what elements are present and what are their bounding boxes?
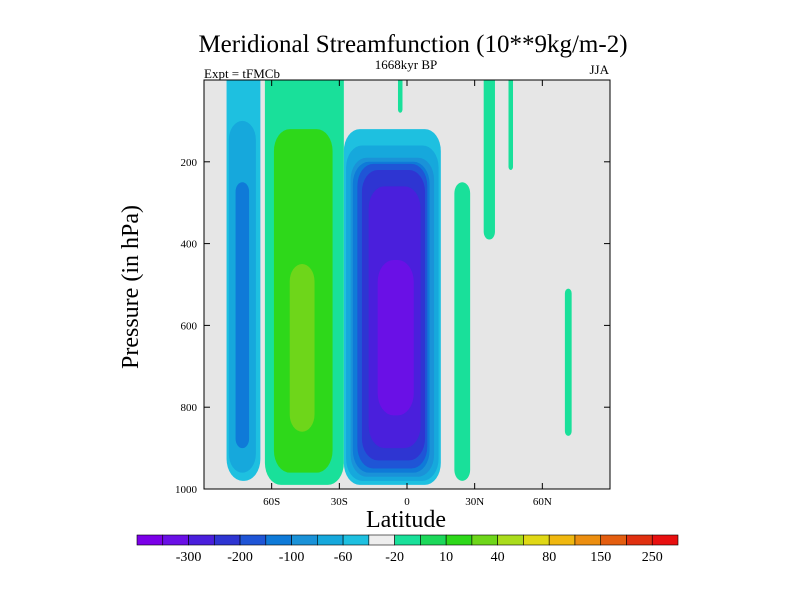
colorbar-label: 10 [439,550,453,565]
colorbar-label: -60 [334,550,353,565]
colorbar-label: -20 [385,550,404,565]
colorbar-bin [497,534,524,546]
colorbar-bin [265,534,292,546]
x-axis: 60S 30S 0 30N 60N [263,80,552,508]
y-tick-label: 200 [181,157,198,169]
colorbar-label: 150 [590,550,611,565]
colorbar-bin [420,534,447,546]
colorbar-bin [239,534,267,546]
colorbar-bin [626,534,653,546]
colorbar-bin [368,534,395,546]
x-tick-label: 60S [263,496,280,508]
southern-polar-cell-center [235,182,250,449]
colorbar-bin [342,534,370,546]
colorbar-bin [523,534,550,546]
colorbar-label: 40 [491,550,505,565]
northern-thin-band-3 [508,80,514,170]
northern-subtropical-cell [454,182,471,481]
y-tick-label: 800 [181,402,198,414]
colorbar-bin [162,534,189,546]
y-axis-label: Pressure (in hPa) [118,205,144,369]
colorbar-label: 250 [642,550,663,565]
x-tick-label: 30N [465,496,484,508]
hadley-cell-center [377,259,414,416]
x-tick-label: 60N [533,496,552,508]
time-label: 1668kyr BP [375,57,437,72]
southern-ferrel-cell-center [289,264,315,432]
y-tick-label: 600 [181,320,198,332]
y-tick-label: 1000 [175,484,198,496]
colorbar-bin [471,534,498,546]
x-tick-label: 30S [331,496,348,508]
x-axis-label: Latitude [366,507,446,533]
chart-title: Meridional Streamfunction (10**9kg/m-2) [198,31,627,58]
colorbar: -300 -200 -100 -60 -20 10 40 80 150 250 [136,534,679,565]
colorbar-bin [574,534,602,546]
colorbar-label: -100 [279,550,305,565]
colorbar-bin [394,534,421,546]
colorbar-bin [445,534,473,546]
x-tick-label: 0 [404,496,410,508]
colorbar-bin [600,534,627,546]
colorbar-bin [548,534,576,546]
colorbar-bin [188,534,215,546]
colorbar-bin [651,534,679,546]
colorbar-bin [136,534,164,546]
northern-thin-band-1 [397,80,403,113]
colorbar-label: 80 [542,550,556,565]
northern-polar-patch [564,288,572,436]
colorbar-bin [213,534,241,546]
experiment-label: Expt = tFMCb [204,66,280,81]
y-axis: 200 400 600 800 1000 [175,157,610,496]
colorbar-label: -200 [227,550,253,565]
colorbar-bin [291,534,318,546]
y-tick-label: 400 [181,239,198,251]
colorbar-bin [317,534,344,546]
colorbar-label: -300 [176,550,202,565]
plot-area [203,79,611,490]
season-label: JJA [589,62,609,77]
northern-thin-band-2 [483,80,495,240]
